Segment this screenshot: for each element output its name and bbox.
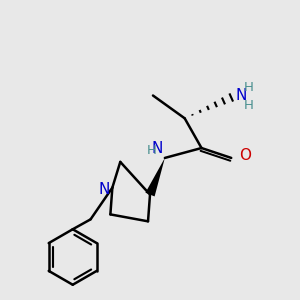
Polygon shape xyxy=(146,158,165,196)
Text: N: N xyxy=(152,141,163,156)
Text: H: H xyxy=(244,81,254,94)
Text: N: N xyxy=(98,182,110,197)
Text: N: N xyxy=(235,88,247,103)
Text: H: H xyxy=(147,143,157,157)
Text: H: H xyxy=(244,99,254,112)
Text: O: O xyxy=(239,148,251,164)
